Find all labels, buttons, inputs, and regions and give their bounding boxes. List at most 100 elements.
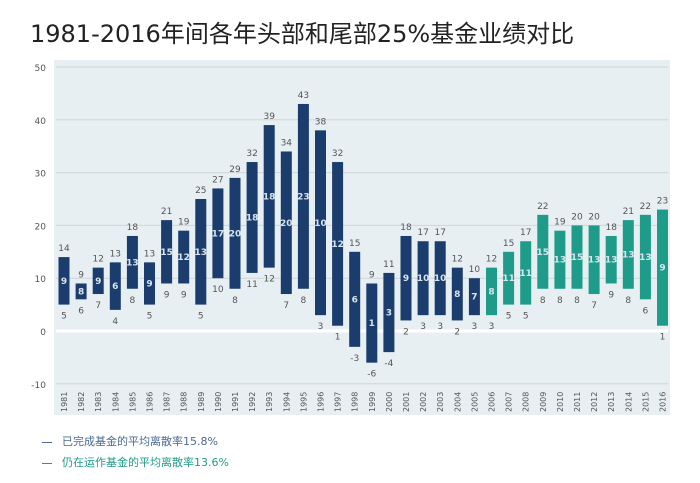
x-tick-label: 2006 bbox=[488, 392, 497, 412]
low-label: 5 bbox=[147, 312, 153, 322]
spread-label: 20 bbox=[229, 229, 242, 239]
low-label: 7 bbox=[591, 301, 597, 311]
low-label: 10 bbox=[212, 285, 224, 295]
low-label: 9 bbox=[181, 290, 187, 300]
high-label: 32 bbox=[332, 149, 343, 159]
low-label: 6 bbox=[643, 306, 649, 316]
bar-2011 bbox=[571, 225, 583, 289]
legend-label: 已完成基金的平均离散率15.8% bbox=[62, 435, 218, 448]
low-label: -3 bbox=[350, 354, 359, 364]
bar-1992 bbox=[246, 162, 258, 273]
high-label: 20 bbox=[588, 212, 600, 222]
bar-2008 bbox=[520, 241, 532, 305]
low-label: 7 bbox=[95, 301, 101, 311]
low-label: 5 bbox=[61, 312, 67, 322]
low-label: 5 bbox=[523, 312, 529, 322]
high-label: 19 bbox=[554, 218, 566, 228]
spread-label: 18 bbox=[263, 192, 276, 202]
spread-label: 13 bbox=[195, 248, 208, 258]
spread-label: 1 bbox=[369, 319, 375, 329]
spread-label: 13 bbox=[588, 256, 601, 266]
high-label: 43 bbox=[298, 91, 309, 101]
x-tick-label: 1984 bbox=[111, 392, 120, 412]
low-label: 11 bbox=[246, 280, 257, 290]
x-tick-label: 2016 bbox=[659, 392, 668, 412]
spread-label: 12 bbox=[331, 240, 344, 250]
bar-2006 bbox=[486, 267, 497, 316]
bar-1993 bbox=[263, 125, 275, 268]
y-tick-label: -10 bbox=[31, 381, 46, 391]
x-tick-label: 1993 bbox=[265, 392, 274, 412]
high-label: 21 bbox=[623, 207, 634, 217]
low-label: 1 bbox=[335, 333, 341, 343]
x-tick-label: 1996 bbox=[317, 392, 326, 412]
legend-item-running: 仍在运作基金的平均离散率13.6% bbox=[42, 454, 229, 470]
spread-label: 15 bbox=[571, 253, 584, 263]
spread-label: 13 bbox=[605, 256, 618, 266]
high-label: 17 bbox=[520, 228, 531, 238]
bar-1994 bbox=[280, 151, 292, 295]
spread-label: 8 bbox=[454, 290, 460, 300]
high-label: 12 bbox=[452, 255, 463, 265]
bar-1998 bbox=[349, 251, 361, 347]
spread-label: 8 bbox=[78, 287, 84, 297]
x-tick-label: 2008 bbox=[522, 392, 531, 412]
bar-2012 bbox=[588, 225, 600, 295]
spread-label: 9 bbox=[403, 274, 409, 284]
bar-2001 bbox=[400, 235, 412, 321]
low-label: 8 bbox=[540, 296, 546, 306]
high-label: 29 bbox=[229, 165, 241, 175]
low-label: 9 bbox=[608, 290, 614, 300]
high-label: 25 bbox=[195, 186, 206, 196]
low-label: 3 bbox=[437, 322, 443, 332]
low-label: 6 bbox=[78, 306, 84, 316]
x-tick-label: 2003 bbox=[436, 392, 445, 412]
high-label: 11 bbox=[383, 260, 394, 270]
spread-label: 9 bbox=[95, 277, 101, 287]
bar-1986 bbox=[144, 262, 155, 305]
spread-label: 12 bbox=[177, 253, 190, 263]
y-tick-label: 10 bbox=[35, 275, 47, 285]
spread-label: 13 bbox=[622, 250, 635, 260]
y-tick-label: 40 bbox=[35, 117, 47, 127]
spread-label: 10 bbox=[314, 219, 327, 229]
bar-1991 bbox=[229, 177, 241, 289]
high-label: 13 bbox=[144, 249, 155, 259]
y-tick-label: 30 bbox=[35, 170, 47, 180]
high-label: 20 bbox=[571, 212, 583, 222]
high-label: 9 bbox=[369, 270, 375, 280]
x-tick-label: 1994 bbox=[282, 392, 291, 412]
bar-2004 bbox=[451, 267, 463, 321]
x-tick-label: 1987 bbox=[163, 392, 172, 412]
x-tick-label: 1998 bbox=[351, 392, 360, 412]
spread-label: 15 bbox=[160, 248, 173, 258]
low-label: 8 bbox=[130, 296, 136, 306]
x-tick-label: 1989 bbox=[197, 392, 206, 412]
low-label: -6 bbox=[367, 370, 376, 380]
low-label: 8 bbox=[232, 296, 238, 306]
high-label: 32 bbox=[246, 149, 257, 159]
high-label: 15 bbox=[349, 239, 360, 249]
spread-label: 10 bbox=[434, 274, 447, 284]
bar-2014 bbox=[622, 220, 634, 289]
bar-1988 bbox=[178, 230, 190, 284]
chart-title: 1981-2016年间各年头部和尾部25%基金业绩对比 bbox=[30, 20, 575, 48]
low-label: 1 bbox=[660, 333, 666, 343]
high-label: 12 bbox=[486, 255, 497, 265]
x-tick-label: 1983 bbox=[94, 392, 103, 412]
bar-1985 bbox=[126, 235, 138, 289]
x-tick-label: 1995 bbox=[299, 392, 308, 412]
y-tick-label: 20 bbox=[35, 222, 47, 232]
high-label: 21 bbox=[161, 207, 172, 217]
x-tick-label: 1999 bbox=[368, 392, 377, 412]
spread-label: 3 bbox=[386, 309, 392, 319]
x-tick-label: 2014 bbox=[624, 392, 633, 412]
high-label: 22 bbox=[537, 202, 548, 212]
high-label: 38 bbox=[315, 117, 327, 127]
high-label: 12 bbox=[92, 255, 103, 265]
x-tick-label: 2004 bbox=[453, 392, 462, 412]
spread-label: 10 bbox=[417, 274, 430, 284]
high-label: 39 bbox=[263, 112, 275, 122]
high-label: 22 bbox=[640, 202, 651, 212]
